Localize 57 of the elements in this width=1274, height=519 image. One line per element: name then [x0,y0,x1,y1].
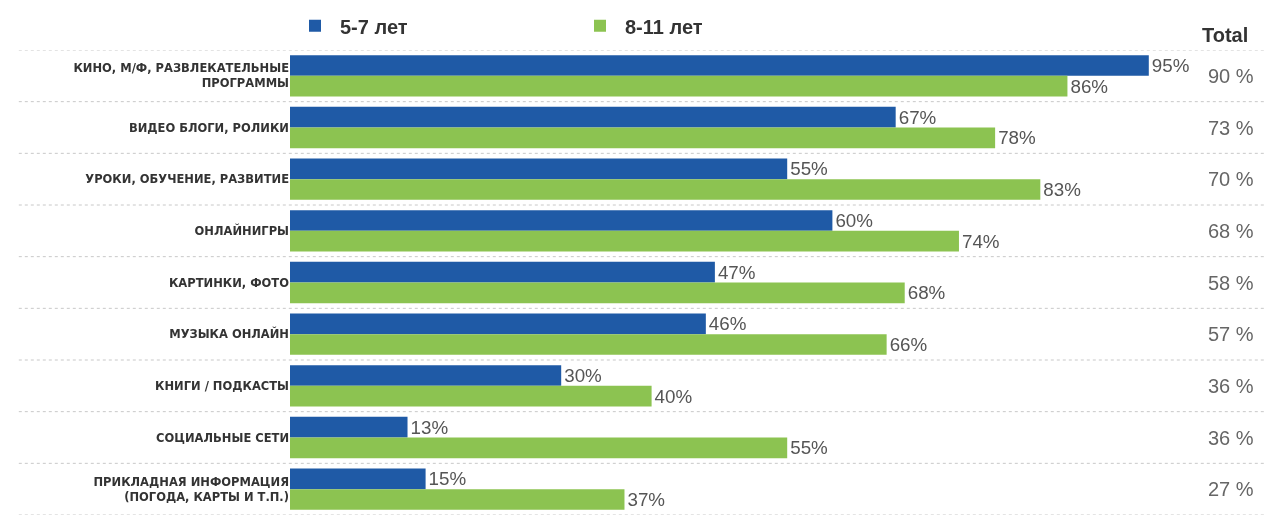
bar [290,468,426,490]
data-label: 13% [410,416,449,438]
bar [290,365,562,386]
bar [290,385,652,407]
bar [290,75,1068,97]
data-label: 30% [564,365,603,387]
text: 68 % [1208,220,1254,242]
text: 57 % [1208,323,1254,345]
y-tick-label: УРОКИ, ОБУЧЕНИЕ, РАЗВИТИЕ [85,172,290,187]
y-tick-label: ОНЛАЙНИГРЫ [194,222,289,238]
data-label: 55% [790,158,829,180]
text: 36 % [1208,427,1254,449]
data-label: 68% [907,282,946,304]
bar [290,282,905,304]
bar [290,437,788,459]
bar [290,55,1149,76]
y-tick-label: КАРТИНКИ, ФОТО [168,275,290,290]
bar [290,106,896,128]
y-tick-label: ПРИКЛАДНАЯ ИНФОРМАЦИЯ (ПОГОДА, КАРТЫ И Т.П.) [93,474,289,504]
data-label: 83% [1043,179,1082,201]
bar [290,261,715,283]
bar [290,313,706,335]
y-tick-label: СОЦИАЛЬНЫЕ СЕТИ [156,430,289,445]
data-label: 67% [898,106,937,128]
data-label: 78% [998,127,1037,149]
legend-label: 5-7 лет [340,15,408,38]
data-label: 55% [790,437,829,459]
data-label: 86% [1070,75,1109,97]
data-label: 95% [1151,55,1190,77]
text: Total [1202,24,1249,46]
bar [290,127,996,149]
text: 27 % [1208,478,1254,500]
bar [290,416,408,438]
data-label: 47% [717,261,756,283]
legend-label: 8-11 лет [625,15,703,38]
bar [290,158,788,180]
data-label: 37% [627,489,666,511]
text: 90 % [1208,65,1254,87]
bar [290,489,625,510]
data-label: 15% [428,468,467,490]
y-tick-label: ВИДЕО БЛОГИ, РОЛИКИ [128,120,289,135]
text: 73 % [1208,117,1254,139]
data-label: 66% [889,334,928,356]
data-label: 40% [654,385,693,407]
bar [290,334,887,355]
text: 70 % [1208,168,1254,190]
data-label: 60% [835,210,874,232]
y-tick-label: МУЗЫКА ОНЛАЙН [169,326,289,342]
y-tick-label: КНИГИ / ПОДКАСТЫ [155,378,289,393]
text: 36 % [1208,375,1254,397]
data-label: 74% [961,230,1000,252]
bar [290,179,1041,200]
y-tick-label: КИНО, М/Ф, РАЗВЛЕКАТЕЛЬНЫЕ ПРОГРАММЫ [73,61,290,91]
data-label: 46% [708,313,747,335]
bar [290,230,959,252]
text: 58 % [1208,272,1254,294]
bar [290,210,833,231]
